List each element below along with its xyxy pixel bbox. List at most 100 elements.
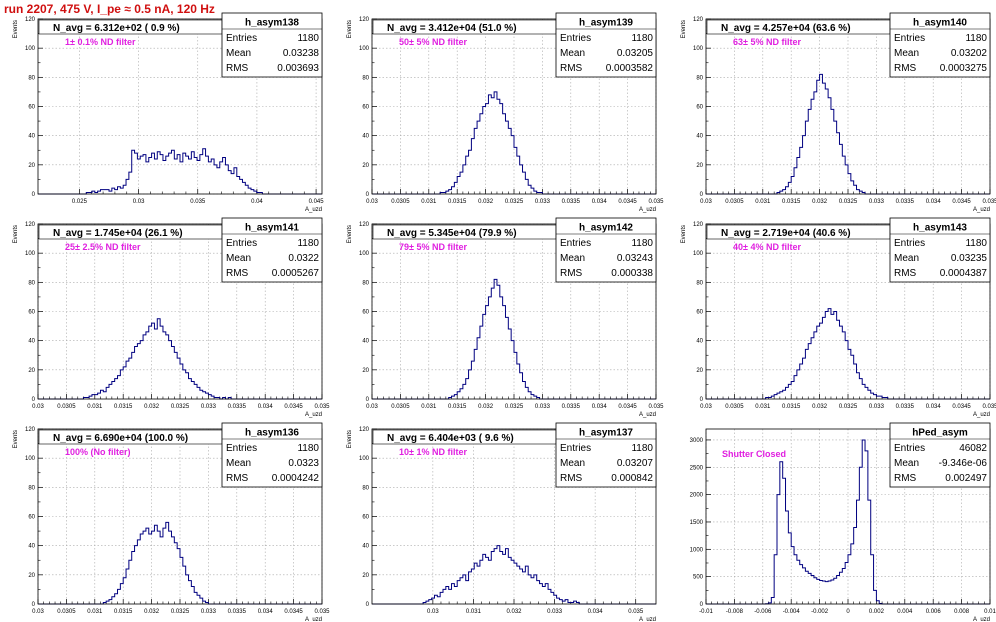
x-tick-label: 0.034	[588, 609, 604, 615]
stats-label: RMS	[894, 268, 917, 279]
y-tick-label: 80	[28, 280, 35, 286]
y-tick-label: 120	[359, 17, 370, 23]
histogram-svg: 0.03 0.0305 0.031 0.0315 0.032 0.0325 0.033 0.0…	[681, 12, 996, 213]
plot-frame	[37, 18, 323, 195]
y-tick-label: 80	[362, 485, 369, 491]
x-tick-label: 0.033	[869, 199, 885, 205]
x-tick-label: 0.0345	[618, 199, 637, 205]
stats-value: 0.0004242	[272, 473, 320, 484]
stats-label: RMS	[894, 473, 917, 484]
x-tick-label: 0.0305	[57, 404, 76, 410]
stats-label: Entries	[894, 238, 925, 249]
x-tick-label: 0.0315	[448, 199, 467, 205]
filter-annotation: 79± 5% ND filter	[399, 242, 467, 252]
stats-label: Entries	[894, 443, 925, 454]
x-tick-label: 0.034	[926, 404, 942, 410]
y-tick-label: 2000	[690, 493, 704, 499]
x-tick-label: 0.0315	[782, 199, 801, 205]
y-tick-label: 100	[25, 251, 36, 257]
y-tick-label: 60	[28, 515, 35, 521]
y-tick-label: 40	[28, 339, 35, 345]
x-tick-label: 0.033	[201, 609, 217, 615]
x-tick-label: 0.03	[700, 404, 712, 410]
y-tick-label: 60	[28, 310, 35, 316]
histogram-name: h_asym138	[245, 18, 299, 29]
navg-label: N_avg = 3.412e+04 (51.0 %)	[387, 23, 517, 34]
y-tick-label: 0	[700, 602, 704, 608]
stats-value: 0.03238	[283, 48, 320, 59]
x-tick-label: 0.033	[547, 609, 563, 615]
x-tick-label: 0.0325	[839, 404, 858, 410]
stats-value: 0.0323	[288, 458, 319, 469]
y-axis-title: Events	[347, 225, 353, 243]
x-tick-label: 0.0305	[725, 199, 744, 205]
y-axis-title: Events	[681, 20, 687, 38]
x-tick-label: 0.045	[309, 199, 325, 205]
stats-label: Mean	[226, 458, 251, 469]
histogram-svg: 0.03 0.0305 0.031 0.0315 0.032 0.0325 0.033 0.0…	[681, 217, 996, 418]
stats-label: Mean	[560, 48, 585, 59]
y-tick-label: 0	[366, 397, 370, 403]
filter-annotation: 40± 4% ND filter	[733, 242, 801, 252]
x-tick-label: 0.031	[87, 404, 103, 410]
x-tick-label: 0.031	[466, 609, 482, 615]
filter-annotation: 1± 0.1% ND filter	[65, 37, 136, 47]
stats-value: 1180	[631, 443, 653, 454]
x-tick-label: 0.032	[812, 404, 828, 410]
y-tick-label: 20	[362, 163, 369, 169]
x-axis-title: A_uzd	[305, 617, 322, 622]
stats-label: Mean	[894, 458, 919, 469]
y-tick-label: 0	[32, 397, 36, 403]
histogram-svg: 0.03 0.031 0.032 0.033 0.034 0.035 0 20 40 60 80 10…	[347, 422, 657, 622]
x-tick-label: 0.0335	[562, 199, 581, 205]
x-axis-title: A_uzd	[973, 617, 990, 622]
y-tick-label: 20	[28, 368, 35, 374]
x-tick-label: 0.035	[314, 609, 330, 615]
histogram-svg: 0.03 0.0305 0.031 0.0315 0.032 0.0325 0.033 0.0…	[13, 422, 330, 622]
stats-value: 0.0005267	[272, 268, 320, 279]
y-tick-label: 60	[362, 310, 369, 316]
y-tick-label: 20	[696, 163, 703, 169]
x-tick-label: 0.032	[506, 609, 522, 615]
x-tick-label: 0.0345	[284, 609, 303, 615]
stats-label: RMS	[226, 473, 249, 484]
x-tick-label: 0.0305	[391, 404, 410, 410]
y-tick-label: 120	[359, 427, 370, 433]
y-tick-label: 40	[362, 134, 369, 140]
x-tick-label: 0.035	[982, 404, 996, 410]
x-tick-label: 0.0315	[782, 404, 801, 410]
histogram-name: h_asym142	[579, 223, 633, 234]
stats-label: Entries	[560, 443, 591, 454]
x-tick-label: 0.004	[897, 609, 913, 615]
x-tick-label: 0.01	[984, 609, 996, 615]
x-tick-label: 0.035	[648, 199, 664, 205]
y-tick-label: 2500	[690, 465, 704, 471]
y-tick-label: 0	[700, 397, 704, 403]
x-tick-label: 0.031	[421, 199, 437, 205]
y-tick-label: 20	[28, 163, 35, 169]
x-axis-title: A_uzd	[305, 412, 322, 418]
plot-frame	[371, 18, 657, 195]
x-tick-label: 0.0345	[284, 404, 303, 410]
y-tick-label: 0	[366, 602, 370, 608]
filter-annotation: 63± 5% ND filter	[733, 37, 801, 47]
plot-frame	[705, 18, 991, 195]
y-axis-title: Events	[13, 225, 19, 243]
stats-value: 1180	[297, 443, 319, 454]
x-tick-label: 0.025	[72, 199, 88, 205]
y-tick-label: 120	[359, 222, 370, 228]
navg-label: N_avg = 4.257e+04 (63.6 %)	[721, 23, 851, 34]
y-tick-label: 80	[362, 75, 369, 81]
y-tick-label: 120	[693, 222, 704, 228]
y-tick-label: 60	[28, 105, 35, 111]
stats-label: Mean	[560, 458, 585, 469]
plot-frame	[705, 223, 991, 400]
y-tick-label: 100	[693, 251, 704, 257]
x-tick-label: 0.0315	[448, 404, 467, 410]
x-tick-label: 0.034	[258, 404, 274, 410]
x-tick-label: 0.0325	[171, 609, 190, 615]
stats-label: Entries	[226, 238, 257, 249]
stats-value: 0.0003582	[606, 63, 654, 74]
stats-box	[889, 217, 991, 283]
y-tick-label: 100	[25, 456, 36, 462]
